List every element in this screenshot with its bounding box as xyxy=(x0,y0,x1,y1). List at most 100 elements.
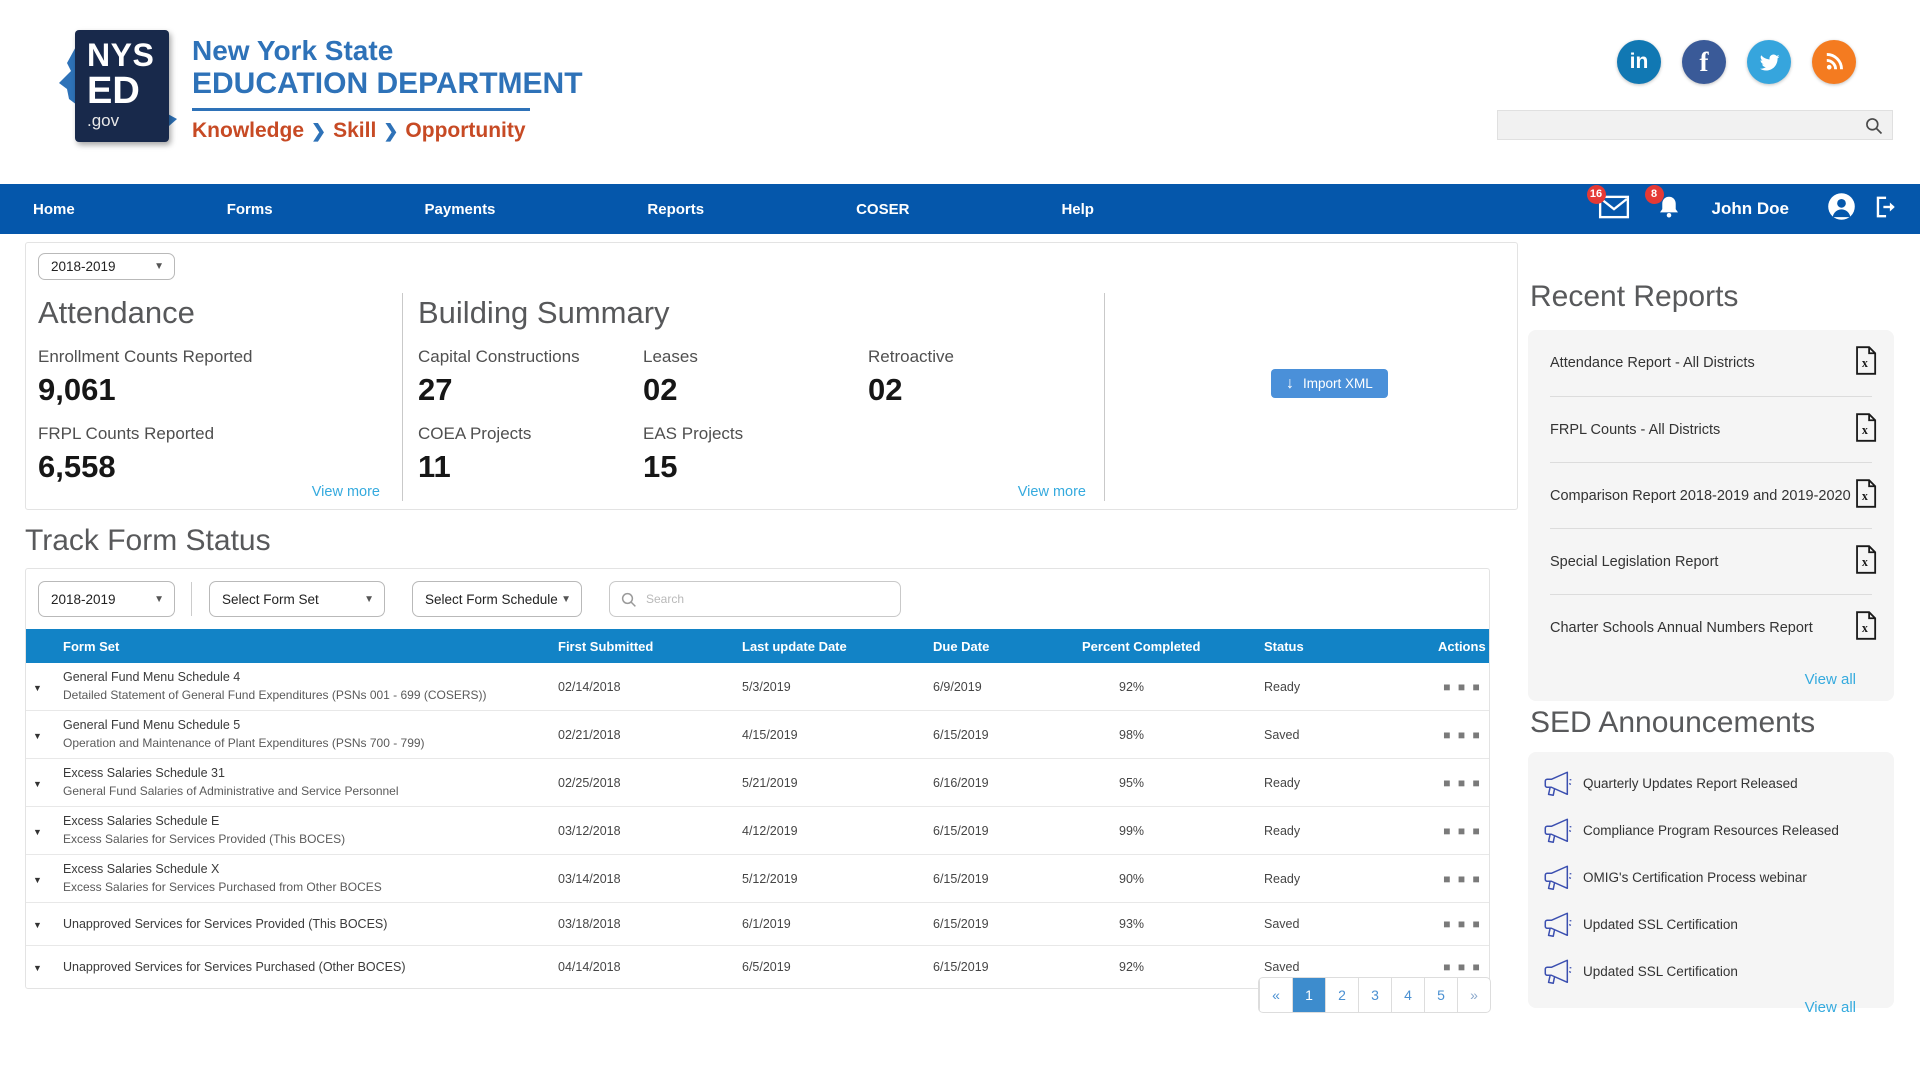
form-row[interactable]: ▼ Unapproved Services for Services Provi… xyxy=(26,902,1489,945)
expand-row-icon[interactable]: ▼ xyxy=(33,683,42,693)
rss-icon[interactable] xyxy=(1812,40,1856,84)
page-button[interactable]: 4 xyxy=(1391,978,1424,1012)
page-button[interactable]: 3 xyxy=(1358,978,1391,1012)
nav-item[interactable]: Forms xyxy=(227,201,273,218)
year-dropdown[interactable]: 2018-2019 ▼ xyxy=(38,253,175,280)
row-actions-menu-icon[interactable]: ■ ■ ■ xyxy=(1443,824,1481,838)
nav-item[interactable]: Home xyxy=(33,201,75,218)
svg-text:x: x xyxy=(1862,489,1868,503)
messages-button[interactable]: 16 xyxy=(1598,194,1630,225)
row-actions-menu-icon[interactable]: ■ ■ ■ xyxy=(1443,728,1481,742)
nysed-logo[interactable]: NYS ED .gov xyxy=(55,22,185,142)
metric-value: 02 xyxy=(868,372,1104,408)
announcement-item[interactable]: Quarterly Updates Report Released xyxy=(1528,760,1894,807)
last-update-cell: 6/5/2019 xyxy=(738,960,929,974)
logout-button[interactable] xyxy=(1872,194,1898,225)
last-update-cell: 6/1/2019 xyxy=(738,917,929,931)
report-item[interactable]: Charter Schools Annual Numbers Report x xyxy=(1550,594,1872,660)
row-actions-menu-icon[interactable]: ■ ■ ■ xyxy=(1443,872,1481,886)
header-search-input[interactable] xyxy=(1498,111,1892,139)
linkedin-icon[interactable]: in xyxy=(1617,40,1661,84)
form-row[interactable]: ▼ Excess Salaries Schedule X Excess Sala… xyxy=(26,854,1489,902)
form-row[interactable]: ▼ Excess Salaries Schedule 31 General Fu… xyxy=(26,758,1489,806)
nav-item[interactable]: Help xyxy=(1061,201,1094,218)
expand-row-icon[interactable]: ▼ xyxy=(33,875,42,885)
column-header[interactable]: Actions xyxy=(1434,639,1491,654)
report-item[interactable]: Special Legislation Report x xyxy=(1550,528,1872,594)
column-header[interactable]: First Submitted xyxy=(554,639,738,654)
tagline-separator: ❯ xyxy=(376,121,405,141)
expand-row-icon[interactable]: ▼ xyxy=(33,920,42,930)
excel-file-icon[interactable]: x xyxy=(1853,611,1878,645)
column-header[interactable]: Percent Completed xyxy=(1078,639,1260,654)
column-header[interactable]: Last update Date xyxy=(738,639,929,654)
building-view-more-link[interactable]: View more xyxy=(1018,484,1086,500)
announcement-item[interactable]: OMIG's Certification Process webinar xyxy=(1528,854,1894,901)
announcement-text: Updated SSL Certification xyxy=(1583,917,1738,932)
announcement-item[interactable]: Updated SSL Certification xyxy=(1528,948,1894,995)
report-item[interactable]: FRPL Counts - All Districts x xyxy=(1550,396,1872,462)
search-icon[interactable] xyxy=(1864,116,1884,136)
metric-value: 27 xyxy=(418,372,643,408)
announcement-item[interactable]: Compliance Program Resources Released xyxy=(1528,807,1894,854)
facebook-icon[interactable]: f xyxy=(1682,40,1726,84)
page-button[interactable]: 5 xyxy=(1424,978,1457,1012)
filter-year-dropdown[interactable]: 2018-2019 ▼ xyxy=(38,581,175,617)
row-expand-cell: ▼ xyxy=(26,824,49,838)
row-actions-menu-icon[interactable]: ■ ■ ■ xyxy=(1443,776,1481,790)
page-button[interactable]: 2 xyxy=(1325,978,1358,1012)
form-row[interactable]: ▼ General Fund Menu Schedule 5 Operation… xyxy=(26,710,1489,758)
expand-row-icon[interactable]: ▼ xyxy=(33,827,42,837)
user-name[interactable]: John Doe xyxy=(1712,199,1789,219)
form-row[interactable]: ▼ Excess Salaries Schedule E Excess Sala… xyxy=(26,806,1489,854)
building-metrics: Capital Constructions 27 Leases 02 Retro… xyxy=(418,331,1104,485)
expand-row-icon[interactable]: ▼ xyxy=(33,963,42,973)
alerts-badge: 8 xyxy=(1645,185,1664,204)
page-button[interactable]: » xyxy=(1457,978,1490,1012)
expand-row-icon[interactable]: ▼ xyxy=(33,779,42,789)
filter-form-set-dropdown[interactable]: Select Form Set ▼ xyxy=(209,581,385,617)
column-header[interactable]: Form Set xyxy=(49,639,554,654)
due-date-cell: 6/15/2019 xyxy=(929,872,1078,886)
page-button[interactable]: « xyxy=(1259,978,1292,1012)
metric-label: COEA Projects xyxy=(418,424,643,444)
import-xml-button[interactable]: ↓ Import XML xyxy=(1271,369,1388,398)
attendance-view-more-link[interactable]: View more xyxy=(312,484,380,500)
nav-item[interactable]: Reports xyxy=(647,201,704,218)
due-date-cell: 6/9/2019 xyxy=(929,680,1078,694)
tagline-separator: ❯ xyxy=(304,121,333,141)
excel-file-icon[interactable]: x xyxy=(1853,413,1878,447)
alerts-button[interactable]: 8 xyxy=(1656,194,1682,225)
row-actions-menu-icon[interactable]: ■ ■ ■ xyxy=(1443,680,1481,694)
nav-item[interactable]: Payments xyxy=(425,201,496,218)
filter-form-schedule-dropdown[interactable]: Select Form Schedule ▼ xyxy=(412,581,582,617)
reports-view-all-link[interactable]: View all xyxy=(1528,660,1894,700)
form-set-cell: Unapproved Services for Services Provide… xyxy=(49,910,554,939)
announcement-item[interactable]: Updated SSL Certification xyxy=(1528,901,1894,948)
expand-row-icon[interactable]: ▼ xyxy=(33,731,42,741)
excel-file-icon[interactable]: x xyxy=(1853,346,1878,380)
page-button[interactable]: 1 xyxy=(1292,978,1325,1012)
report-item[interactable]: Comparison Report 2018-2019 and 2019-202… xyxy=(1550,462,1872,528)
report-item[interactable]: Attendance Report - All Districts x xyxy=(1550,330,1872,396)
column-header[interactable]: Status xyxy=(1260,639,1434,654)
form-subtitle: Operation and Maintenance of Plant Expen… xyxy=(63,736,544,751)
row-actions-menu-icon[interactable]: ■ ■ ■ xyxy=(1443,917,1481,931)
announcements-view-all-link[interactable]: View all xyxy=(1528,995,1894,1021)
account-button[interactable] xyxy=(1827,192,1856,226)
report-name: FRPL Counts - All Districts xyxy=(1550,422,1720,438)
chevron-down-icon: ▼ xyxy=(561,594,571,605)
row-actions-menu-icon[interactable]: ■ ■ ■ xyxy=(1443,960,1481,974)
twitter-icon[interactable] xyxy=(1747,40,1791,84)
column-header[interactable]: Due Date xyxy=(929,639,1078,654)
form-row[interactable]: ▼ General Fund Menu Schedule 4 Detailed … xyxy=(26,663,1489,710)
brand-text: New York State EDUCATION DEPARTMENT Know… xyxy=(192,36,583,143)
row-expand-cell: ▼ xyxy=(26,776,49,790)
table-search-input[interactable] xyxy=(610,582,900,616)
nav-item[interactable]: COSER xyxy=(856,201,909,218)
excel-file-icon[interactable]: x xyxy=(1853,479,1878,513)
status-cell: Ready xyxy=(1260,872,1434,886)
metric-label: EAS Projects xyxy=(643,424,868,444)
filter-form-set-value: Select Form Set xyxy=(222,592,319,607)
excel-file-icon[interactable]: x xyxy=(1853,545,1878,579)
